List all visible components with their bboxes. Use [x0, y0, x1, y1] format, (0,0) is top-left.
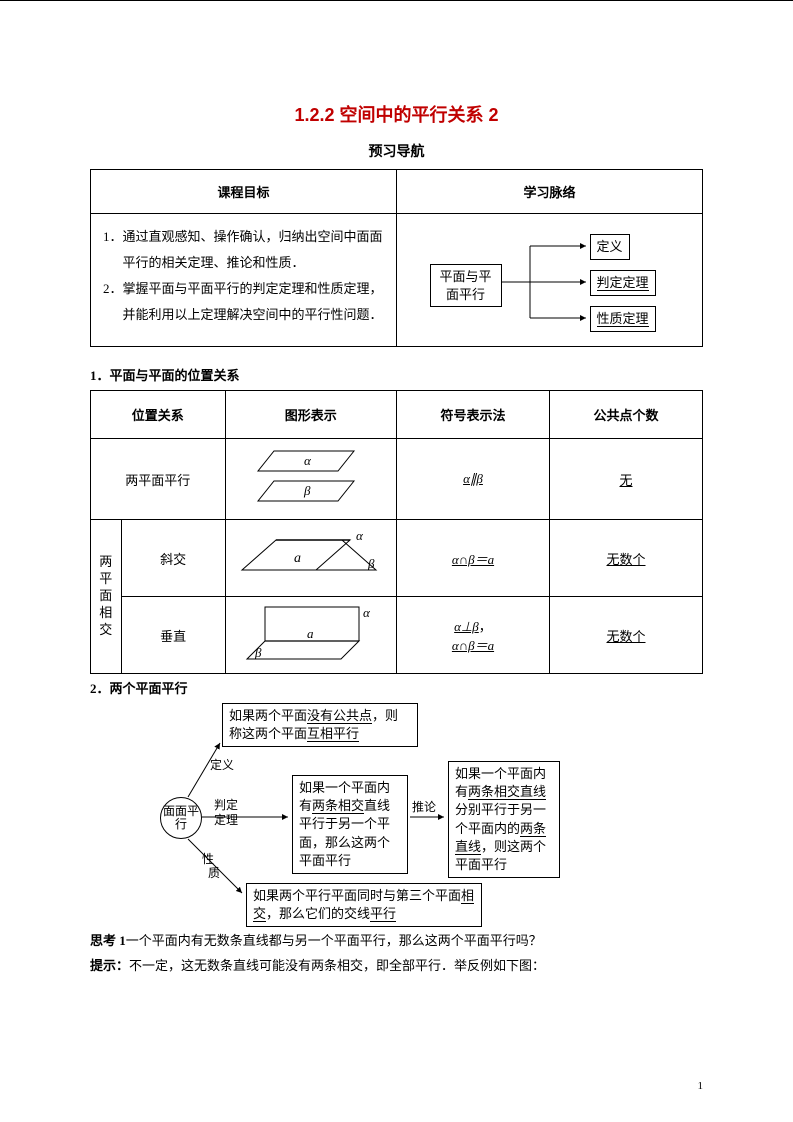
r3-rel: 垂直: [121, 597, 225, 674]
concept-diagram: 面面平行 如果两个平面没有公共点，则称这两个平面互相平行 如果一个平面内有两条相…: [160, 703, 580, 923]
r3-sym: α⊥β， α∩β＝a: [396, 597, 549, 674]
fig-parallel: α β: [256, 445, 366, 509]
fig-intersect: a α β: [236, 526, 386, 586]
th-outline: 学习脉络: [397, 170, 703, 214]
question: 思考 1一个平面内有无数条直线都与另一个平面平行，那么这两个平面平行吗？: [90, 929, 703, 954]
th-fig: 图形表示: [225, 391, 396, 439]
goal-2: 2．掌握平面与平面平行的判定定理和性质定理，并能利用以上定理解决空间中的平行性问…: [103, 276, 384, 328]
r3-fig: α β a: [225, 597, 396, 674]
svg-text:a: a: [307, 626, 314, 641]
svg-text:β: β: [303, 483, 311, 498]
a-text: 不一定，这无数条直线可能没有两条相交，即全部平行．举反例如下图：: [129, 958, 545, 973]
r1-rel: 两平面平行: [91, 439, 226, 520]
r3-pts: 无数个: [549, 597, 702, 674]
goal-1: 1．通过直观感知、操作确认，归纳出空间中面面平行的相关定理、推论和性质．: [103, 224, 384, 276]
section1-title: 1．平面与平面的位置关系: [90, 365, 703, 384]
r2-rel: 斜交: [121, 520, 225, 597]
svg-text:质: 质: [208, 866, 220, 880]
goals-cell: 1．通过直观感知、操作确认，归纳出空间中面面平行的相关定理、推论和性质． 2．掌…: [91, 214, 397, 347]
q-text: 一个平面内有无数条直线都与另一个平面平行，那么这两个平面平行吗？: [126, 933, 542, 948]
concept-arrows: 定义 判定 定理 性 质 推论: [160, 703, 580, 923]
svg-text:定理: 定理: [214, 812, 238, 827]
doc-title: 1.2.2 空间中的平行关系 2: [90, 101, 703, 127]
svg-text:α: α: [363, 605, 371, 620]
r23-group: 两平面相交: [91, 520, 122, 674]
svg-text:判定: 判定: [214, 797, 238, 812]
svg-text:性: 性: [202, 852, 214, 866]
q-label: 思考 1: [90, 933, 126, 948]
th-sym: 符号表示法: [396, 391, 549, 439]
r1-pts: 无: [549, 439, 702, 520]
a-label: 提示：: [90, 958, 129, 973]
r2-fig: a α β: [225, 520, 396, 597]
th-rel: 位置关系: [91, 391, 226, 439]
doc-subtitle: 预习导航: [90, 141, 703, 161]
svg-text:α: α: [304, 453, 312, 468]
fig-perp: α β a: [241, 603, 381, 663]
page: 1.2.2 空间中的平行关系 2 预习导航 课程目标 学习脉络 1．通过直观感知…: [0, 0, 793, 1122]
th-pts: 公共点个数: [549, 391, 702, 439]
r1-sym: α∥β: [396, 439, 549, 520]
goals-table: 课程目标 学习脉络 1．通过直观感知、操作确认，归纳出空间中面面平行的相关定理、…: [90, 169, 703, 347]
outline-arrows: [430, 230, 670, 330]
svg-text:β: β: [254, 645, 262, 660]
r2-pts: 无数个: [549, 520, 702, 597]
qa-block: 思考 1一个平面内有无数条直线都与另一个平面平行，那么这两个平面平行吗？ 提示：…: [90, 929, 703, 978]
section2-title: 2．两个平面平行: [90, 678, 703, 697]
svg-text:β: β: [367, 556, 375, 571]
th-goals: 课程目标: [91, 170, 397, 214]
r2-sym: α∩β＝a: [396, 520, 549, 597]
svg-text:α: α: [356, 528, 364, 543]
outline-diagram: 平面与平面平行 定义 判定定理 性质定理: [430, 230, 670, 330]
svg-text:a: a: [294, 551, 301, 566]
svg-text:推论: 推论: [412, 800, 436, 814]
relation-table: 位置关系 图形表示 符号表示法 公共点个数 两平面平行 α β α∥β 无 两平…: [90, 390, 703, 674]
r1-fig: α β: [225, 439, 396, 520]
outline-cell: 平面与平面平行 定义 判定定理 性质定理: [397, 214, 703, 347]
page-number: 1: [698, 1080, 704, 1092]
svg-text:定义: 定义: [210, 757, 234, 772]
answer: 提示：不一定，这无数条直线可能没有两条相交，即全部平行．举反例如下图：: [90, 954, 703, 979]
